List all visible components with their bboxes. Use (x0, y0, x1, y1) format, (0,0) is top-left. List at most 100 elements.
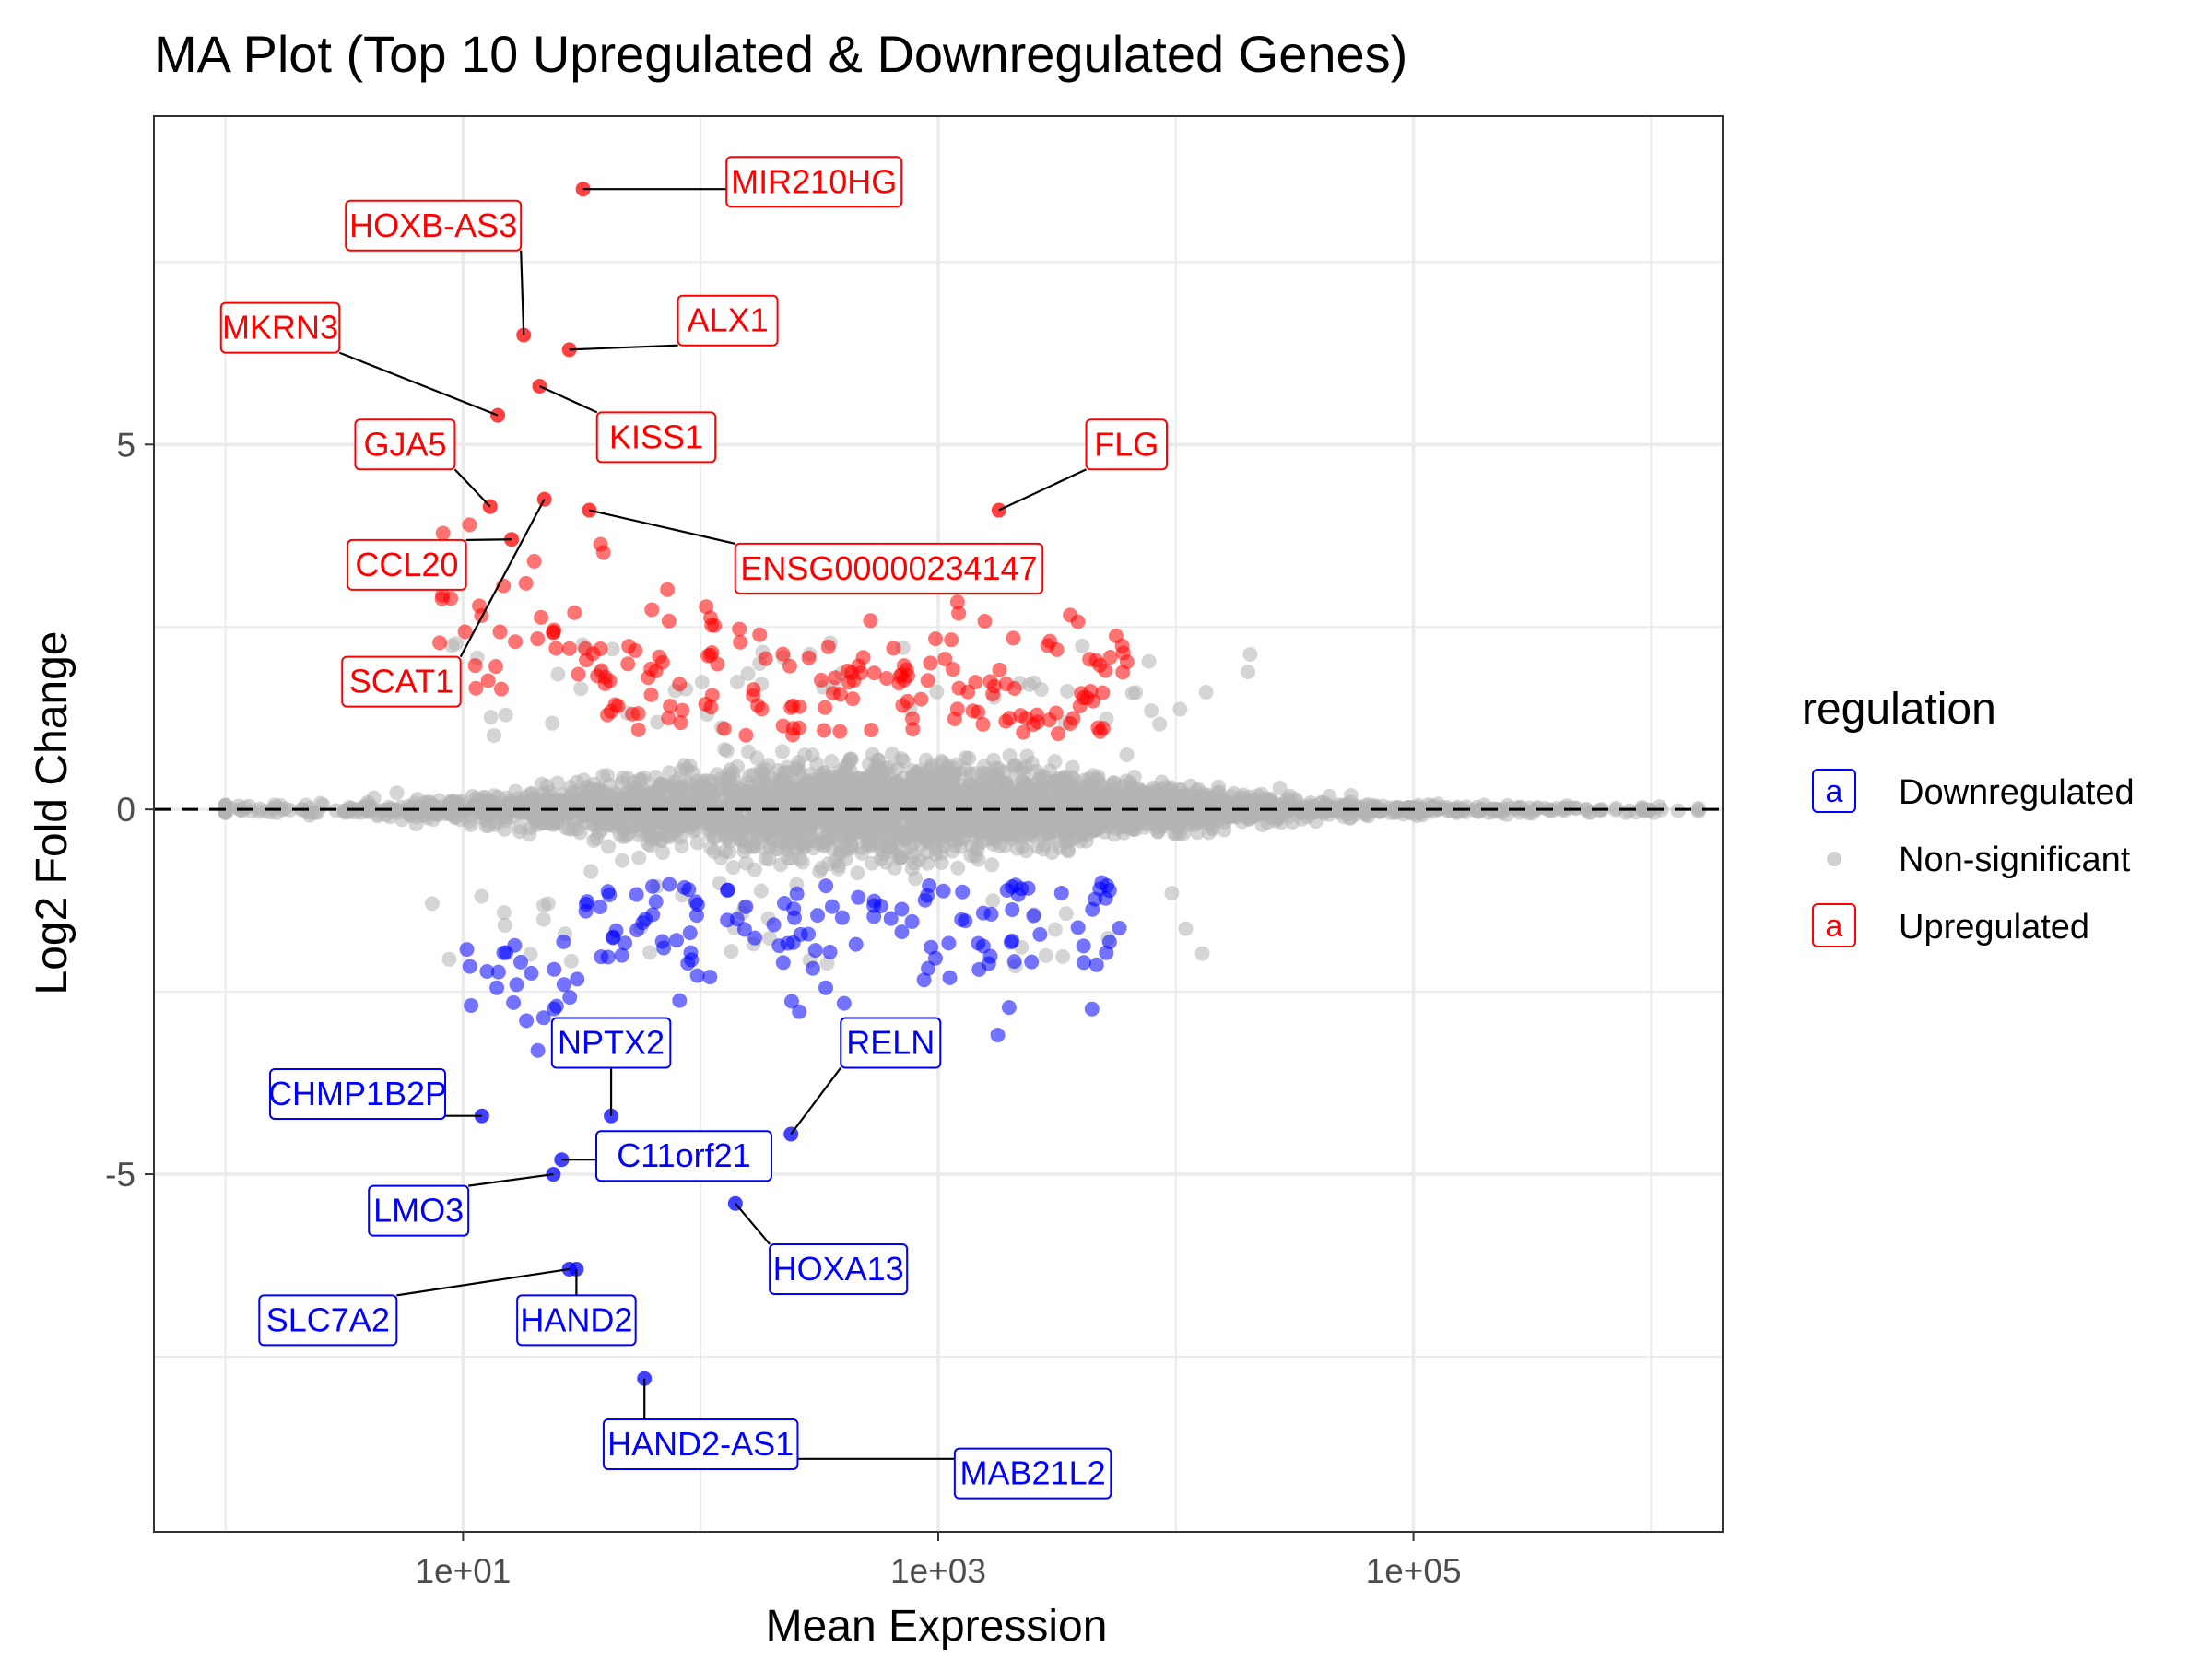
gene-label-box (769, 1242, 909, 1295)
data-point (1090, 720, 1106, 735)
data-point (650, 714, 665, 730)
data-point (540, 896, 556, 912)
data-point (880, 830, 896, 845)
data-point (740, 665, 756, 681)
data-point (524, 965, 539, 981)
gene-label: ENSG00000234147 (734, 542, 1044, 594)
gene-label-box (840, 1017, 942, 1069)
data-point (359, 794, 375, 810)
gene-label-text: C11orf21 (617, 1136, 750, 1174)
data-point (977, 613, 993, 629)
data-point (909, 765, 924, 781)
data-point (726, 820, 742, 836)
data-point (797, 839, 813, 854)
data-point (497, 808, 512, 824)
data-point (912, 781, 927, 796)
data-point (578, 641, 594, 656)
data-point (1006, 630, 1021, 646)
data-point (936, 814, 952, 830)
data-point (663, 699, 678, 714)
data-point (857, 818, 873, 833)
data-point (916, 972, 932, 988)
data-point (904, 861, 920, 877)
data-point (595, 785, 611, 801)
gene-label-text: LMO3 (373, 1192, 464, 1230)
data-point (530, 631, 546, 647)
data-point (218, 805, 233, 820)
gene-label: ALX1 (677, 294, 779, 347)
gene-label-text: CHMP1B2P (268, 1075, 447, 1112)
data-point (976, 812, 992, 828)
data-point (1080, 795, 1096, 811)
gene-label-text: KISS1 (609, 418, 703, 455)
data-point (832, 764, 848, 780)
data-point (724, 944, 739, 959)
data-point (998, 713, 1014, 729)
data-point (689, 835, 705, 851)
data-point (645, 907, 661, 923)
data-point (1194, 946, 1210, 961)
data-point (900, 693, 915, 709)
gene-label: KISS1 (595, 411, 717, 464)
data-point (618, 935, 633, 951)
data-point (818, 980, 834, 995)
data-point (606, 929, 621, 945)
data-point (758, 651, 773, 666)
data-point (785, 935, 801, 950)
data-point (941, 935, 957, 951)
data-point (934, 790, 949, 806)
data-point (688, 908, 704, 924)
data-point (1192, 815, 1207, 830)
data-point (635, 915, 651, 931)
data-point (593, 641, 608, 656)
data-point (841, 822, 856, 838)
data-point (942, 800, 958, 816)
data-point (535, 1010, 551, 1026)
chart-title: MA Plot (Top 10 Upregulated & Downregula… (154, 25, 1407, 83)
data-point (789, 886, 805, 901)
data-point (699, 599, 714, 615)
data-point (866, 898, 882, 913)
data-point (710, 814, 725, 830)
data-point (675, 702, 690, 718)
data-point (642, 945, 658, 960)
data-point (468, 680, 484, 696)
data-point (1119, 747, 1135, 763)
data-point (459, 942, 475, 958)
data-point (1014, 881, 1030, 897)
label-connectors (338, 188, 1087, 1460)
data-point (1236, 787, 1252, 803)
data-point (694, 675, 710, 690)
data-point (783, 700, 799, 715)
data-point (710, 780, 725, 795)
data-point (951, 606, 967, 621)
data-point (855, 650, 871, 665)
data-point (474, 888, 489, 904)
data-point (905, 722, 921, 737)
data-point (766, 917, 782, 933)
gene-label-text: HAND2-AS1 (607, 1425, 794, 1463)
data-point (921, 960, 936, 976)
data-point (1152, 716, 1168, 732)
data-point (990, 1027, 1006, 1042)
data-point (488, 659, 503, 675)
data-point (556, 934, 571, 949)
gene-label-box (341, 655, 462, 708)
legend: regulation a Downregulated Non-significa… (1802, 685, 2135, 947)
data-point (548, 998, 564, 1014)
data-point (1164, 886, 1180, 901)
data-point (958, 761, 973, 777)
data-point (1556, 800, 1571, 816)
data-point (579, 653, 594, 668)
gene-label: MIR210HG (725, 156, 903, 208)
gene-label: FLG (1085, 418, 1169, 471)
data-point (1088, 820, 1104, 836)
data-point (975, 716, 991, 732)
data-point (796, 747, 812, 763)
data-point (653, 833, 669, 849)
gene-label-box (602, 1418, 799, 1470)
data-point (496, 945, 512, 960)
data-point (787, 774, 803, 790)
data-point (936, 828, 952, 843)
data-point (786, 901, 802, 917)
